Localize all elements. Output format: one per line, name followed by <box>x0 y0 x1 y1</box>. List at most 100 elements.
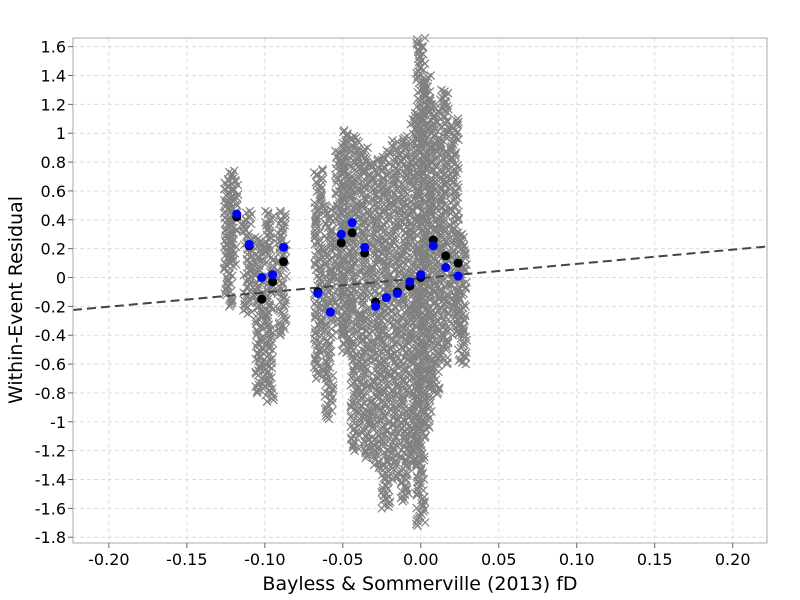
residual-marker <box>262 357 272 367</box>
residual-marker <box>252 388 262 398</box>
residual-marker <box>418 160 428 170</box>
residual-marker <box>347 304 357 313</box>
residual-marker <box>338 327 348 337</box>
x-tick-label: -0.05 <box>322 550 363 569</box>
residual-marker <box>262 336 272 346</box>
residual-marker <box>398 294 408 304</box>
residual-marker <box>429 130 439 140</box>
bin-fit-point <box>325 307 335 317</box>
residual-marker <box>419 320 429 330</box>
residual-marker <box>225 301 234 311</box>
residual-marker <box>435 276 445 286</box>
y-tick-label: 0.6 <box>41 182 66 201</box>
residual-marker <box>428 386 438 396</box>
y-tick-label: 0.4 <box>41 211 66 230</box>
residual-marker <box>357 335 367 344</box>
bin-fit-point <box>392 288 402 298</box>
residual-marker <box>400 363 410 373</box>
residual-marker <box>361 314 371 324</box>
residual-marker <box>223 274 233 284</box>
residual-marker <box>442 358 452 367</box>
y-tick-label: 1.4 <box>41 67 66 86</box>
residual-marker <box>412 503 422 513</box>
residual-marker <box>396 155 406 165</box>
residual-marker <box>311 364 321 374</box>
residual-marker <box>331 327 341 337</box>
residual-marker <box>377 325 387 334</box>
bin-mean-point <box>279 257 289 267</box>
residual-marker <box>440 223 450 233</box>
residual-marker <box>232 225 242 234</box>
residual-marker <box>389 465 399 475</box>
residual-marker <box>325 339 335 348</box>
residual-marker <box>357 301 367 311</box>
y-tick-label: -0.8 <box>35 384 66 403</box>
x-tick-label: 0.20 <box>715 550 751 569</box>
bin-fit-point <box>441 262 451 272</box>
residual-marker <box>219 184 229 194</box>
residual-marker <box>312 169 322 179</box>
residual-marker <box>406 457 416 467</box>
residual-marker <box>367 311 377 321</box>
residual-marker <box>421 154 430 164</box>
residual-marker <box>361 453 371 463</box>
residual-marker <box>412 489 422 499</box>
residual-marker <box>337 141 347 151</box>
residual-marker <box>241 216 251 226</box>
y-tick-label: -0.4 <box>35 326 66 345</box>
residual-marker <box>228 261 238 271</box>
residual-marker <box>406 447 416 457</box>
residual-marker <box>435 144 445 154</box>
residual-marker <box>428 180 437 189</box>
residual-marker <box>357 439 367 448</box>
y-tick-labels: 1.6 1.4 1.2 1 0.8 0.6 0.4 0.2 0 -0.2 -0.4 -0.6 -0.8 -… <box>35 38 73 547</box>
residual-marker <box>397 251 407 261</box>
y-tick-label: -0.6 <box>35 355 66 374</box>
residual-marker <box>366 397 376 407</box>
residual-marker <box>427 176 437 186</box>
bin-fit-point <box>428 241 438 251</box>
residual-marker <box>238 305 248 315</box>
residual-marker <box>386 247 396 257</box>
residual-marker <box>368 327 377 337</box>
residual-marker <box>419 474 429 484</box>
residual-marker <box>388 475 398 484</box>
bin-fit-point <box>336 229 346 239</box>
residual-marker <box>421 215 431 224</box>
residual-marker <box>233 190 243 199</box>
residual-marker <box>420 416 430 426</box>
residual-marker <box>322 329 332 339</box>
residual-marker <box>380 430 390 440</box>
bin-fit-point <box>416 270 426 280</box>
residual-marker <box>328 383 338 393</box>
residual-marker <box>281 314 291 324</box>
residual-marker <box>340 221 350 231</box>
residual-marker <box>338 338 348 348</box>
residual-marker <box>376 166 386 176</box>
residual-marker <box>386 257 396 267</box>
x-tick-label: -0.20 <box>88 550 129 569</box>
residual-marker <box>350 446 359 456</box>
y-tick-label: 1.2 <box>41 95 66 114</box>
bin-mean-point <box>336 238 346 248</box>
residual-marker <box>377 503 387 513</box>
residual-marker <box>231 259 241 269</box>
residual-marker <box>360 346 370 356</box>
residual-marker <box>348 356 357 366</box>
bin-mean-point <box>453 258 463 268</box>
residual-marker <box>435 287 445 297</box>
residual-marker <box>435 143 445 153</box>
bin-fit-point <box>371 301 381 311</box>
residual-marker <box>433 388 443 398</box>
y-tick-label: -1.8 <box>35 528 66 547</box>
residual-marker <box>419 114 428 124</box>
residual-marker <box>264 219 274 229</box>
y-tick-label: -1 <box>50 413 66 432</box>
residual-marker <box>379 387 389 397</box>
bin-mean-point <box>441 251 451 261</box>
x-tick-labels: -0.20 -0.15 -0.10 -0.05 0.00 0.05 0.10 0.15 0.20 <box>88 543 751 569</box>
residual-marker <box>406 329 415 339</box>
residual-marker <box>281 295 291 305</box>
residual-marker <box>368 212 378 222</box>
